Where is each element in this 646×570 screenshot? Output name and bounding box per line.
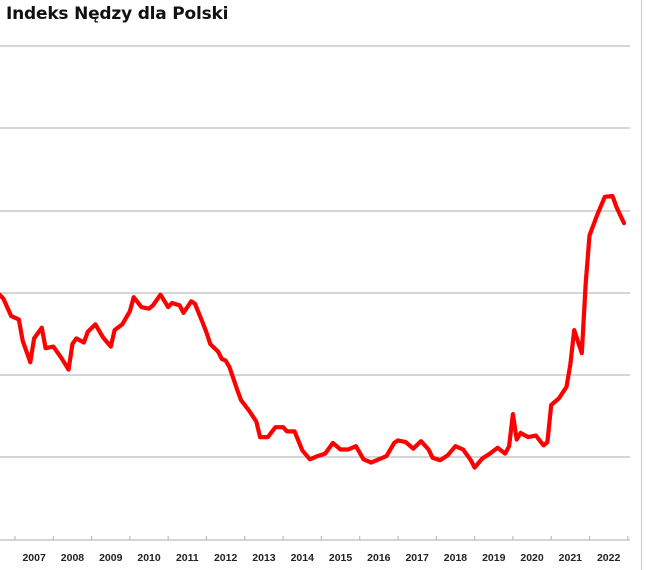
x-axis-label: 2012 (214, 552, 238, 564)
x-axis-label: 2010 (137, 552, 161, 564)
x-axis-label: 2017 (405, 552, 429, 564)
x-axis-label: 2022 (597, 552, 621, 564)
x-axis-label: 2008 (61, 552, 85, 564)
x-axis-label: 2009 (99, 552, 123, 564)
chart-border-right (641, 0, 642, 570)
gridlines (0, 45, 630, 458)
x-axis-label: 2019 (482, 552, 506, 564)
x-axis-ticks (14, 536, 629, 540)
x-axis-label: 2018 (444, 552, 468, 564)
chart-title: Indeks Nędzy dla Polski (6, 4, 229, 24)
x-axis-label: 2021 (559, 552, 583, 564)
x-axis-label: 2007 (22, 552, 46, 564)
x-axis-label: 2015 (329, 552, 353, 564)
x-axis-labels: 2007 2008 2009 2010 2011 2012 2013 2014 2015 2016… (22, 552, 620, 564)
x-axis-label: 2011 (176, 552, 199, 564)
series-line (0, 193, 627, 470)
x-axis (0, 536, 630, 541)
x-axis-label: 2013 (252, 552, 276, 564)
x-axis-label: 2014 (291, 552, 315, 564)
x-axis-label: 2020 (520, 552, 544, 564)
x-axis-label: 2016 (367, 552, 391, 564)
